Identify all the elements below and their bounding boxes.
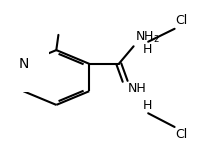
Text: N: N [18,57,28,71]
Text: NH: NH [127,82,146,95]
Text: H: H [143,99,152,112]
Text: Cl: Cl [176,14,188,27]
Text: H: H [143,43,152,56]
Text: NH$_2$: NH$_2$ [135,30,160,45]
Text: Cl: Cl [176,128,188,142]
